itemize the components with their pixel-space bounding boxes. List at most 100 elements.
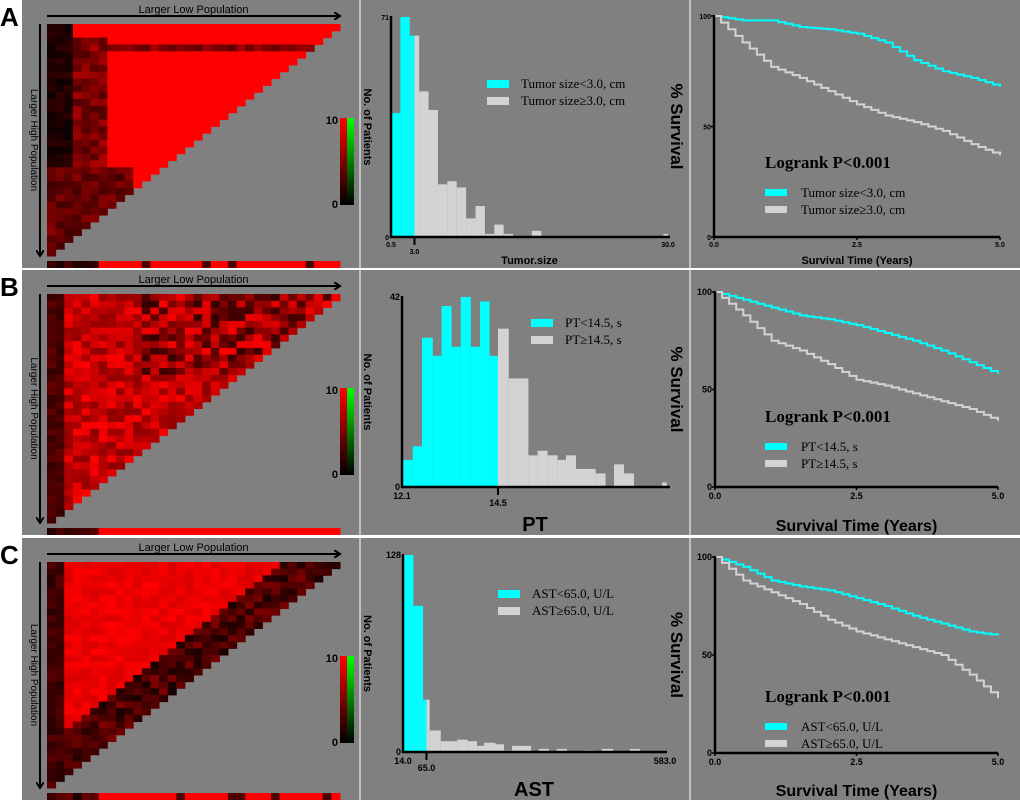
heatmap-cell	[55, 160, 65, 168]
heatmap-cell	[133, 655, 143, 663]
heatmap-top-label: Larger Low Population	[138, 274, 248, 286]
heatmap-cell	[141, 688, 151, 696]
logrank-label: Logrank P<0.001	[765, 407, 891, 426]
heatmap-cell	[115, 146, 126, 155]
heatmap-cell	[141, 368, 151, 376]
histogram-bar	[426, 699, 430, 752]
heatmap-bottom-strip	[47, 793, 341, 800]
colorbar-red	[340, 388, 347, 475]
heatmap-cell	[159, 160, 169, 168]
heatmap-cell	[98, 421, 108, 430]
heatmap-cell	[193, 261, 203, 268]
heatmap-cell	[227, 99, 238, 107]
heatmap-cell	[210, 99, 220, 107]
heatmap-cell	[141, 421, 151, 430]
heatmap-cell	[81, 615, 91, 623]
heatmap-cell	[253, 78, 263, 86]
heatmap-cell	[72, 119, 82, 127]
heatmap-cell	[159, 294, 169, 302]
histogram-x-tick-label: 14.0	[394, 756, 412, 766]
heatmap-cell	[331, 294, 341, 302]
heatmap-cell	[81, 167, 91, 175]
heatmap-cell	[167, 408, 177, 416]
heatmap-cell	[55, 621, 65, 629]
heatmap-cell	[176, 92, 186, 100]
heatmap-cell	[55, 615, 65, 623]
histogram-bar	[538, 748, 549, 752]
heatmap-cell	[219, 51, 229, 59]
heatmap-cell	[288, 575, 298, 583]
heatmap-cell	[253, 354, 263, 362]
heatmap-cell	[262, 568, 272, 576]
heatmap-cell	[245, 581, 255, 590]
heatmap-cell	[64, 85, 74, 93]
heatmap-cell	[288, 588, 298, 596]
heatmap-cell	[245, 354, 255, 362]
heatmap-cell	[159, 588, 169, 596]
heatmap-cell	[202, 528, 212, 535]
heatmap-cell	[176, 675, 186, 683]
heatmap-cell	[81, 215, 91, 223]
heatmap-cell	[141, 307, 151, 315]
heatmap-cell	[202, 595, 212, 603]
heatmap-cell	[236, 294, 246, 302]
heatmap-cell	[55, 92, 65, 100]
heatmap-cell	[236, 528, 246, 535]
heatmap-cell	[47, 361, 57, 369]
heatmap-cell	[81, 294, 91, 302]
heatmap-cell	[193, 112, 203, 121]
histogram-bar	[437, 184, 448, 237]
heatmap-cell	[124, 153, 134, 161]
heatmap-cell	[81, 661, 91, 669]
heatmap-cell	[193, 621, 203, 629]
heatmap-cell	[236, 575, 246, 583]
heatmap-cell	[90, 701, 100, 709]
heatmap-cell	[159, 615, 169, 623]
heatmap-cell	[115, 628, 126, 636]
heatmap-cell	[141, 528, 151, 535]
heatmap-cell	[167, 153, 177, 161]
heatmap-cell	[150, 395, 160, 403]
heatmap-cell	[64, 748, 74, 756]
heatmap-cell	[167, 421, 177, 430]
heatmap-cell	[72, 469, 82, 477]
heatmap-cell	[227, 628, 238, 636]
heatmap-cell	[219, 37, 229, 45]
heatmap-cell	[64, 307, 74, 315]
heatmap-cell	[279, 51, 289, 59]
heatmap-cell	[72, 105, 82, 114]
heatmap-cell	[193, 562, 203, 570]
heatmap-cell	[98, 588, 108, 596]
heatmap-cell	[90, 728, 100, 736]
heatmap-cell	[176, 146, 186, 155]
heatmap-cell	[98, 368, 108, 376]
heatmap-cell	[55, 648, 65, 656]
heatmap-cell	[176, 668, 186, 676]
heatmap-cell	[219, 85, 229, 93]
heatmap-cell	[202, 334, 212, 342]
heatmap-cell	[133, 435, 143, 443]
heatmap-cell	[262, 51, 272, 59]
heatmap-cell	[167, 688, 177, 696]
heatmap-cell	[107, 194, 117, 202]
heatmap-cell	[81, 140, 91, 148]
heatmap-cell	[202, 24, 212, 32]
heatmap-cell	[64, 201, 74, 209]
heatmap-cell	[176, 44, 186, 52]
heatmap-cell	[141, 694, 151, 703]
heatmap-cell	[288, 793, 298, 800]
heatmap-cell	[159, 374, 169, 383]
heatmap-cell	[245, 334, 255, 342]
heatmap-cell	[296, 314, 307, 322]
heatmap-cell	[141, 133, 151, 141]
heatmap-cell	[64, 415, 74, 423]
heatmap-cell	[81, 51, 91, 59]
heatmap-cell	[115, 568, 126, 576]
heatmap-cell	[176, 641, 186, 649]
histogram-legend-label: Tumor size<3.0, cm	[521, 76, 625, 91]
heatmap-cell	[150, 99, 160, 107]
heatmap-cell	[159, 694, 169, 703]
heatmap-cell	[115, 153, 126, 161]
heatmap-cell	[90, 675, 100, 683]
heatmap-cell	[124, 415, 134, 423]
